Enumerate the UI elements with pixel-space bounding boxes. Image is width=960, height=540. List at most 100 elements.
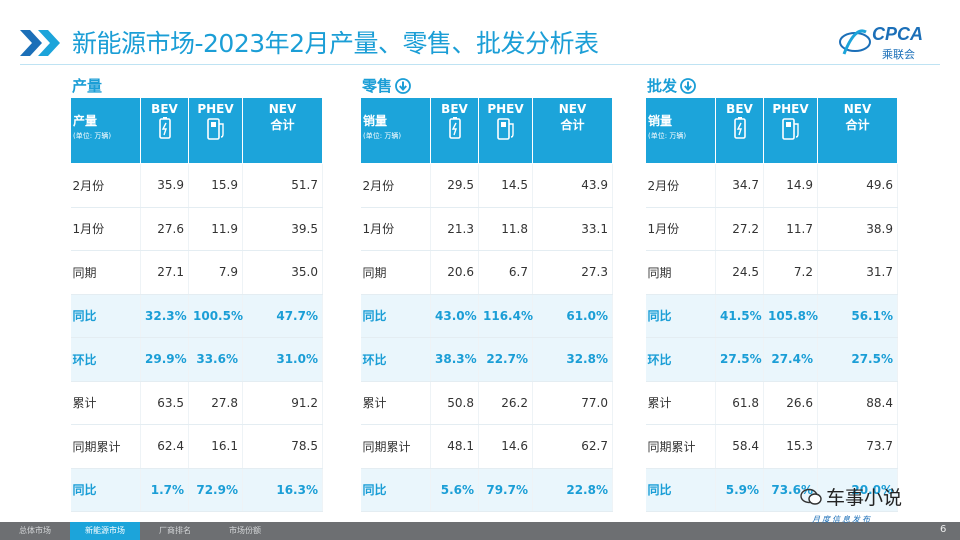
table-row: 同期累计 48.1 14.6 62.7 bbox=[360, 424, 613, 469]
cell: 20.6 bbox=[430, 250, 479, 295]
cell: 38.3% bbox=[430, 337, 479, 382]
cell: 26.6 bbox=[763, 381, 818, 425]
section-label: 零售 bbox=[362, 75, 411, 96]
cell: 20.0% bbox=[817, 468, 898, 512]
column-name: BEV bbox=[441, 102, 468, 116]
cell: 33.6% bbox=[188, 337, 243, 382]
cell: 50.8 bbox=[430, 381, 479, 425]
footer-tab[interactable]: 厂商排名 bbox=[159, 526, 191, 535]
row-label: 同期 bbox=[645, 250, 716, 295]
footer-tab[interactable]: 总体市场 bbox=[19, 526, 51, 535]
row-label: 1月份 bbox=[645, 207, 716, 251]
table-row: 2月份 34.7 14.9 49.6 bbox=[645, 163, 898, 208]
cell: 62.4 bbox=[140, 424, 189, 469]
cell: 61.0% bbox=[532, 294, 613, 338]
tagline: 月度信息发布 bbox=[812, 515, 872, 524]
header-cell: PHEV bbox=[763, 97, 818, 164]
footer-bar bbox=[0, 522, 960, 540]
column-icon bbox=[479, 116, 532, 145]
cell: 56.1% bbox=[817, 294, 898, 338]
header-row: 销量 (单位: 万辆) BEV PHEV NEV 合计 bbox=[360, 97, 613, 164]
footer-tab[interactable]: 新能源市场 bbox=[70, 522, 140, 540]
cell: 1.7% bbox=[140, 468, 189, 512]
column-name: PHEV bbox=[487, 102, 524, 116]
row-label: 累计 bbox=[645, 381, 716, 425]
cell: 48.1 bbox=[430, 424, 479, 469]
cell: 26.2 bbox=[478, 381, 533, 425]
column-name: NEV bbox=[558, 102, 587, 116]
battery-icon bbox=[448, 117, 461, 139]
cell: 38.9 bbox=[817, 207, 898, 251]
table-row: 环比 27.5% 27.4% 27.5% bbox=[645, 337, 898, 382]
cell: 21.3 bbox=[430, 207, 479, 251]
row-label: 1月份 bbox=[70, 207, 141, 251]
header-unit: (单位: 万辆) bbox=[648, 132, 687, 140]
cell: 88.4 bbox=[817, 381, 898, 425]
cell: 5.9% bbox=[715, 468, 764, 512]
cell: 73.7 bbox=[817, 424, 898, 469]
header-cell: NEV 合计 bbox=[532, 97, 613, 164]
wechat-icon bbox=[800, 488, 822, 505]
cell: 24.5 bbox=[715, 250, 764, 295]
column-name: BEV bbox=[151, 102, 178, 116]
cell: 105.8% bbox=[763, 294, 818, 338]
data-table: 产量 (单位: 万辆) BEV PHEV NEV 合计 2月份 35.9 15.9 51.7 1月份… bbox=[70, 97, 323, 512]
title: 新能源市场-2023年2月产量、零售、批发分析表 bbox=[72, 29, 599, 58]
cell: 78.5 bbox=[242, 424, 323, 469]
row-label: 2月份 bbox=[70, 163, 141, 208]
cell: 16.1 bbox=[188, 424, 243, 469]
tbody: 2月份 35.9 15.9 51.7 1月份 27.6 11.9 39.5 同期 27.1 7.9 3… bbox=[70, 163, 323, 512]
cell: 22.7% bbox=[478, 337, 533, 382]
header-cell: PHEV bbox=[478, 97, 533, 164]
thead: 销量 (单位: 万辆) BEV PHEV NEV 合计 bbox=[360, 97, 613, 164]
down-icon bbox=[395, 77, 411, 94]
charger-icon bbox=[496, 118, 514, 140]
cell: 35.9 bbox=[140, 163, 189, 208]
table-row: 2月份 35.9 15.9 51.7 bbox=[70, 163, 323, 208]
table-row: 1月份 21.3 11.8 33.1 bbox=[360, 207, 613, 251]
table-row: 累计 63.5 27.8 91.2 bbox=[70, 381, 323, 425]
row-label: 同期累计 bbox=[645, 424, 716, 469]
thead: 销量 (单位: 万辆) BEV PHEV NEV 合计 bbox=[645, 97, 898, 164]
cell: 58.4 bbox=[715, 424, 764, 469]
thead: 产量 (单位: 万辆) BEV PHEV NEV 合计 bbox=[70, 97, 323, 164]
cell: 61.8 bbox=[715, 381, 764, 425]
row-label: 同期 bbox=[70, 250, 141, 295]
row-label: 同比 bbox=[645, 294, 716, 338]
charger-icon bbox=[781, 118, 799, 140]
section-text: 批发 bbox=[647, 77, 678, 95]
row-label: 同期累计 bbox=[70, 424, 141, 469]
logo-icon bbox=[839, 29, 871, 55]
table-row: 同期累计 62.4 16.1 78.5 bbox=[70, 424, 323, 469]
cell: 32.3% bbox=[140, 294, 189, 338]
table-row: 同比 5.6% 79.7% 22.8% bbox=[360, 468, 613, 512]
cell: 29.5 bbox=[430, 163, 479, 208]
table-row: 同比 41.5% 105.8% 56.1% bbox=[645, 294, 898, 338]
footer-tab[interactable]: 市场份额 bbox=[229, 526, 261, 535]
section-text: 零售 bbox=[362, 77, 393, 95]
column-name: PHEV bbox=[197, 102, 234, 116]
cell: 14.5 bbox=[478, 163, 533, 208]
cell: 11.7 bbox=[763, 207, 818, 251]
table-row: 同比 5.9% 73.6% 20.0% bbox=[645, 468, 898, 512]
header-label: 产量 (单位: 万辆) bbox=[70, 97, 141, 164]
row-label: 累计 bbox=[360, 381, 431, 425]
cell: 116.4% bbox=[478, 294, 533, 338]
cell: 11.9 bbox=[188, 207, 243, 251]
row-label: 环比 bbox=[360, 337, 431, 382]
header-label-text: 销量 bbox=[363, 114, 388, 128]
column-icon bbox=[141, 116, 188, 143]
column-name: NEV bbox=[843, 102, 872, 116]
data-table: 销量 (单位: 万辆) BEV PHEV NEV 合计 2月份 34.7 14.9 49.6 1月份… bbox=[645, 97, 898, 512]
table-row: 环比 29.9% 33.6% 31.0% bbox=[70, 337, 323, 382]
down-icon bbox=[680, 77, 696, 94]
table-row: 累计 61.8 26.6 88.4 bbox=[645, 381, 898, 425]
row-label: 同比 bbox=[70, 468, 141, 512]
column-icon bbox=[189, 116, 242, 145]
row-label: 累计 bbox=[70, 381, 141, 425]
cell: 29.9% bbox=[140, 337, 189, 382]
table-row: 同比 1.7% 72.9% 16.3% bbox=[70, 468, 323, 512]
logo-sub: 乘联会 bbox=[882, 48, 915, 61]
charger-icon bbox=[206, 118, 224, 140]
